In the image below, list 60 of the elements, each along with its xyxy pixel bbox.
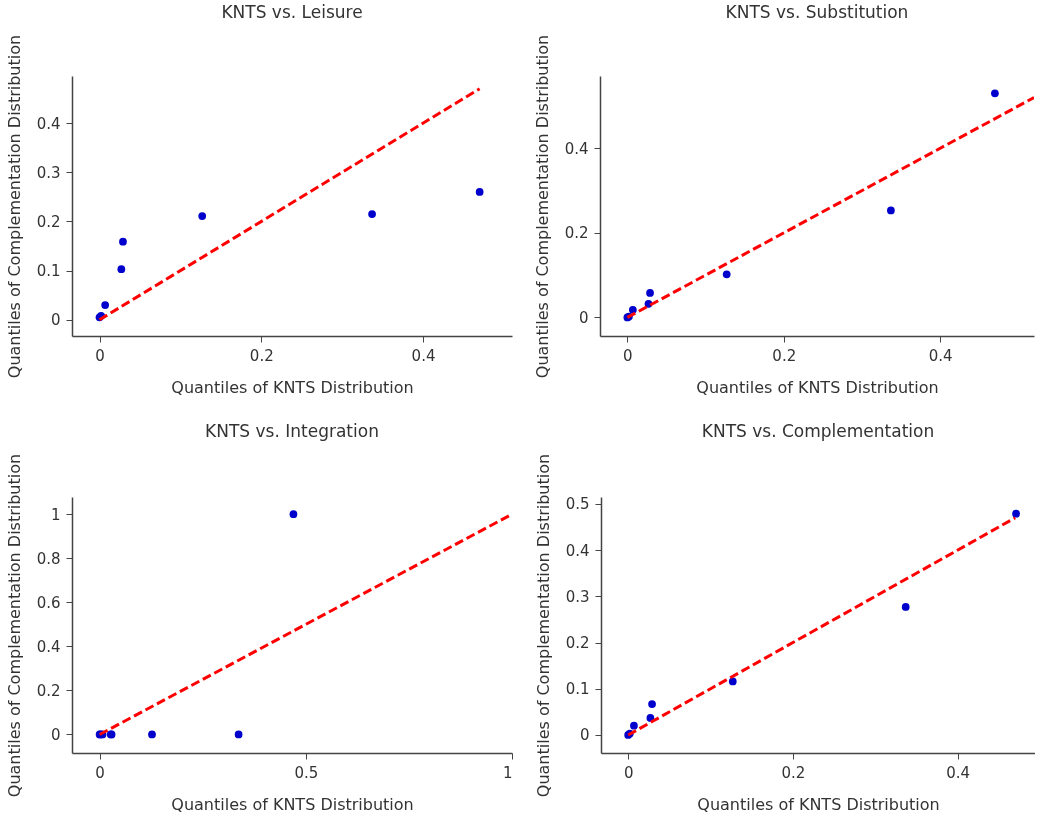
chart-title: KNTS vs. Substitution — [725, 2, 909, 23]
point — [198, 212, 207, 220]
y-tick-label: 0.4 — [565, 541, 590, 560]
y-tick-label: 0.1 — [565, 680, 590, 699]
point — [117, 265, 126, 274]
x-tick-label: 0 — [95, 346, 105, 365]
y-tick-label: 0.4 — [36, 114, 61, 133]
y-tick-label: 0.2 — [564, 224, 589, 243]
point — [368, 210, 376, 218]
point — [101, 301, 110, 309]
point — [991, 89, 999, 98]
x-tick-label: 1 — [502, 763, 513, 782]
chart-title: KNTS vs. Leisure — [221, 2, 363, 23]
y-axis-title: Quantiles of Complementation Distribution — [532, 34, 552, 379]
x-tick-label: 0.5 — [294, 763, 319, 782]
y-tick-label: 0.6 — [36, 593, 61, 612]
x-tick-label: 0.4 — [928, 346, 953, 365]
point — [887, 206, 895, 215]
y-tick-label: 0.1 — [36, 262, 61, 281]
y-tick-label: 0.4 — [564, 139, 589, 158]
x-axis-title: Quantiles of KNTS Distribution — [171, 794, 414, 814]
x-tick-label: 0 — [623, 763, 634, 782]
point — [630, 721, 638, 730]
y-tick-label: 0 — [50, 311, 61, 330]
point — [646, 714, 655, 722]
chart-title: KNTS vs. Integration — [205, 421, 379, 442]
x-tick-label: 0.2 — [781, 763, 806, 782]
x-axis-title: Quantiles of KNTS Distribution — [171, 377, 414, 397]
y-tick-label: 0.2 — [36, 681, 61, 700]
point — [119, 237, 127, 246]
y-tick-label: 1 — [50, 505, 61, 524]
y-tick-label: 0 — [579, 726, 590, 745]
point — [475, 188, 484, 196]
y-axis-title: Quantiles of Complementation Distribution — [4, 34, 24, 379]
y-tick-label: 0.3 — [565, 587, 590, 606]
y-tick-label: 0.3 — [36, 163, 61, 182]
point — [901, 603, 910, 611]
point — [722, 270, 731, 279]
y-tick-label: 0 — [578, 308, 589, 327]
point — [648, 700, 656, 708]
y-axis-title: Quantiles of Complementation Distribution — [4, 453, 24, 798]
x-tick-label: 0.4 — [411, 346, 436, 365]
y-tick-label: 0.2 — [36, 212, 61, 231]
x-axis-title: Quantiles of KNTS Distribution — [697, 794, 940, 814]
y-tick-label: 0.8 — [36, 549, 61, 568]
x-tick-label: 0.2 — [772, 346, 797, 365]
chart-title: KNTS vs. Complementation — [701, 421, 935, 442]
point — [1012, 509, 1020, 518]
x-tick-label: 0.2 — [249, 346, 274, 365]
y-tick-label: 0.4 — [36, 637, 61, 656]
y-tick-label: 0.5 — [565, 495, 590, 514]
point — [646, 289, 654, 297]
x-axis-title: Quantiles of KNTS Distribution — [696, 377, 939, 397]
y-axis-title: Quantiles of Complementation Distribution — [533, 453, 553, 798]
x-tick-label: 0 — [95, 763, 105, 782]
x-tick-label: 0 — [623, 346, 633, 365]
y-tick-label: 0.2 — [565, 634, 590, 653]
point — [728, 677, 737, 686]
x-tick-label: 0.4 — [946, 763, 971, 782]
y-tick-label: 0 — [50, 725, 61, 744]
